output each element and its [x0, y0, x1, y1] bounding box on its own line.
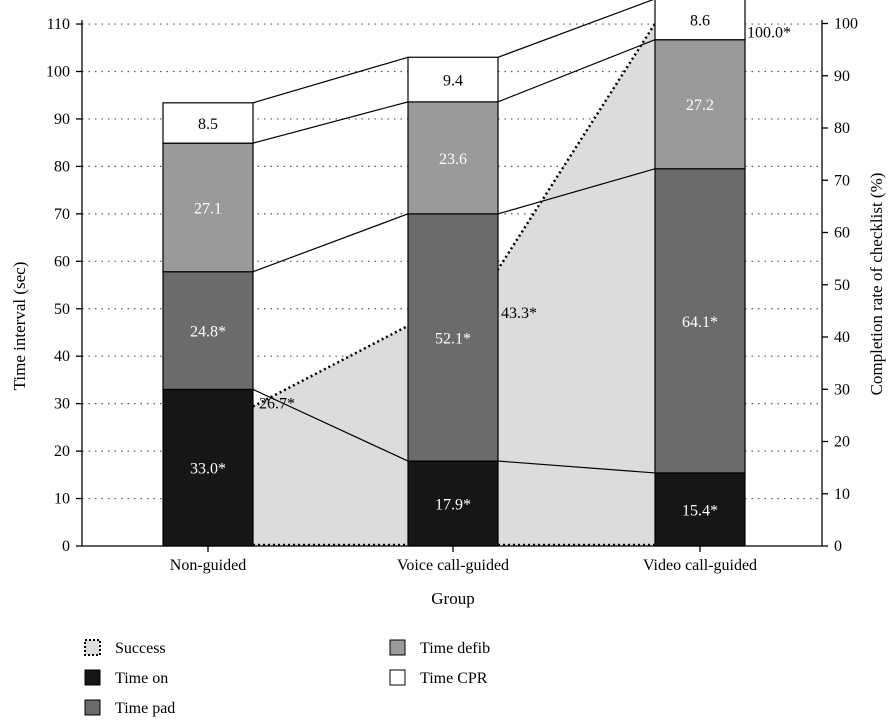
legend-swatch-time-cpr: [389, 669, 406, 686]
segment-connector: [252, 101, 409, 144]
y2-tick-label: 80: [834, 120, 850, 137]
y-tick-label: 60: [54, 253, 70, 270]
x-tick-label: Video call-guided: [643, 557, 757, 574]
bar-time-on-1: [407, 460, 499, 547]
legend-label-time-on: Time on: [115, 670, 168, 687]
bar-time-on-0: [162, 388, 254, 547]
segment-connector: [497, 0, 654, 58]
legend-swatch-time-defib: [389, 639, 406, 656]
success-line: [252, 22, 657, 408]
y2-axis-title: Completion rate of checklist (%): [867, 173, 886, 396]
x-tick-label: Voice call-guided: [397, 557, 509, 574]
bar-time-cpr-1: [407, 56, 499, 103]
data-label-time-cpr-2: 8.6: [690, 12, 710, 29]
bar-time-defib-2: [654, 39, 746, 170]
y-tick-label: 10: [54, 491, 70, 508]
y-tick-label: 90: [54, 111, 70, 128]
legend-item-time-defib: Time defib: [389, 639, 490, 657]
bar-time-pad-1: [407, 213, 499, 462]
legend-item-time-pad: Time pad: [84, 699, 175, 717]
y2-tick-label: 100: [834, 16, 858, 33]
axes: 0 10 20 30 40 50 60 70 80 90 100 110 0 10 20 30 40 50 60 70…: [46, 16, 858, 575]
y-tick-label: 20: [54, 443, 70, 460]
segment-connector: [252, 388, 409, 462]
bars: [162, 0, 746, 547]
bar-time-cpr-0: [162, 102, 254, 144]
x-tick-label: Non-guided: [170, 557, 246, 574]
segment-connector: [497, 168, 656, 215]
segment-connector: [252, 56, 409, 104]
y-axis-title: Time interval (sec): [10, 262, 29, 391]
y2-tick-label: 70: [834, 172, 850, 189]
y2-tick-label: 30: [834, 381, 850, 398]
legend-label-success: Success: [115, 640, 166, 657]
y-tick-label: 40: [54, 348, 70, 365]
y-tick-label: 0: [62, 538, 70, 555]
y2-tick-label: 10: [834, 486, 850, 503]
data-label-time-defib-1: 23.6: [439, 151, 467, 168]
legend-item-time-cpr: Time CPR: [389, 669, 488, 687]
legend-label-time-cpr: Time CPR: [420, 670, 488, 687]
success-area-fill: [253, 23, 655, 546]
data-labels: 33.0* 24.8* 27.1 8.5 17.9* 52.1* 23.6 9.4 15.4* 6…: [190, 12, 791, 519]
bar-time-defib-1: [407, 101, 499, 215]
data-label-time-on-0: 33.0*: [190, 461, 226, 478]
segment-connectors: [252, 0, 656, 474]
data-label-time-defib-0: 27.1: [194, 200, 222, 217]
y2-tick-label: 0: [834, 538, 842, 555]
legend-item-success: Success: [84, 639, 166, 657]
data-label-time-on-1: 17.9*: [435, 497, 471, 514]
legend: Success Time on Time pad Time defib Time…: [84, 639, 490, 717]
legend-swatch-success: [84, 639, 101, 656]
data-label-time-cpr-1: 9.4: [443, 73, 463, 90]
segment-connector: [497, 460, 656, 474]
data-label-time-cpr-0: 8.5: [198, 116, 218, 133]
y-tick-label: 70: [54, 206, 70, 223]
legend-swatch-time-pad: [84, 699, 101, 716]
x-axis-title: Group: [431, 589, 474, 608]
success-label-0: 26.7*: [259, 395, 295, 412]
bar-time-defib-0: [162, 142, 254, 273]
data-label-time-pad-0: 24.8*: [190, 324, 226, 341]
legend-swatch-time-on: [84, 669, 101, 686]
y-tick-label: 80: [54, 158, 70, 175]
y2-tick-label: 90: [834, 68, 850, 85]
bar-time-cpr-2: [654, 0, 746, 41]
success-label-1: 43.3*: [501, 305, 537, 322]
y-tick-label: 30: [54, 396, 70, 413]
data-label-time-pad-1: 52.1*: [435, 330, 471, 347]
y2-tick-label: 40: [834, 329, 850, 346]
data-label-time-defib-2: 27.2: [686, 97, 714, 114]
segment-connector: [252, 213, 409, 273]
y2-tick-label: 50: [834, 277, 850, 294]
legend-label-time-pad: Time pad: [115, 700, 175, 717]
y2-tick-label: 60: [834, 225, 850, 242]
data-label-time-on-2: 15.4*: [682, 502, 718, 519]
y-tick-label: 110: [47, 16, 70, 33]
legend-item-time-on: Time on: [84, 669, 168, 687]
y2-tick-label: 20: [834, 434, 850, 451]
segment-connector: [497, 39, 656, 103]
success-label-2: 100.0*: [747, 25, 791, 42]
data-label-time-pad-2: 64.1*: [682, 314, 718, 331]
legend-label-time-defib: Time defib: [420, 640, 490, 657]
y-tick-label: 50: [54, 301, 70, 318]
y-tick-label: 100: [46, 64, 70, 81]
